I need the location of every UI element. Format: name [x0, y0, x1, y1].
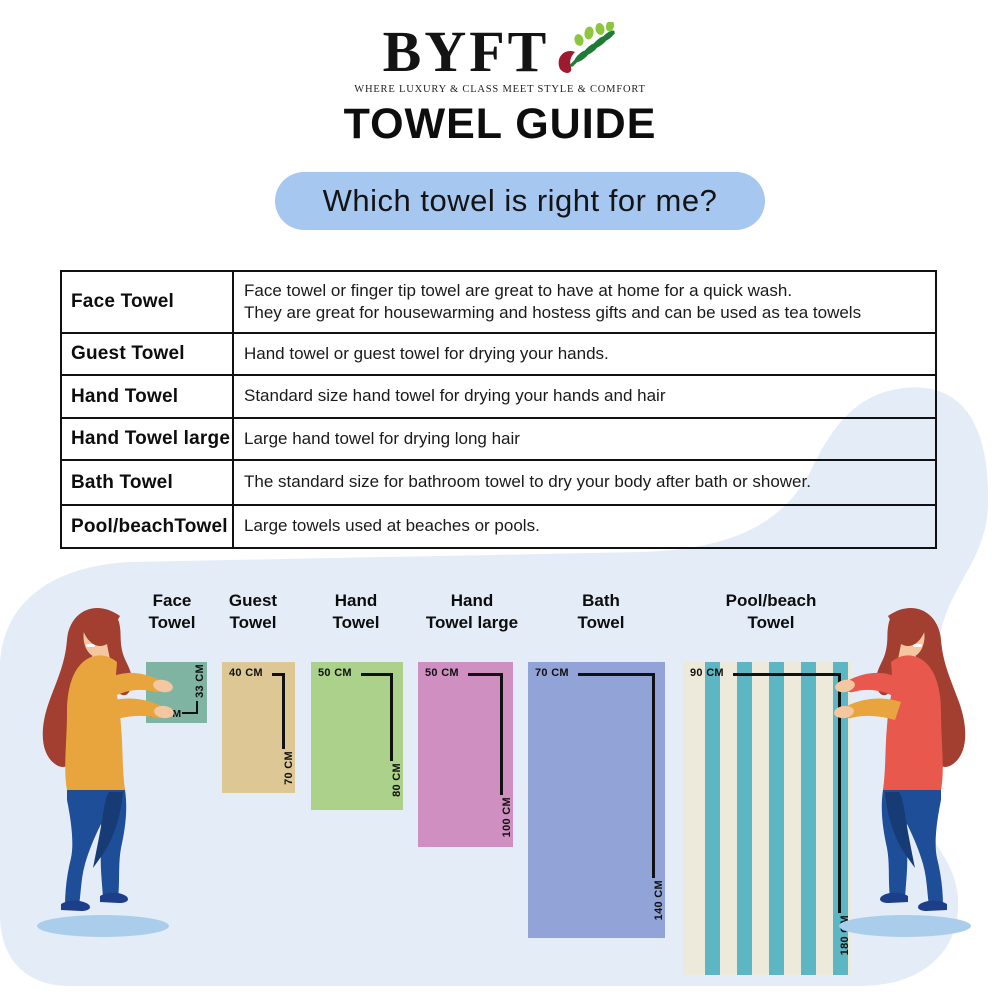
table-row: Hand Towel large Large hand towel for dr…	[62, 417, 935, 459]
brand-logo: BYFT	[0, 22, 1000, 82]
measure-line	[578, 673, 655, 676]
towel-name: Hand Towel large	[62, 419, 234, 459]
measure-line	[733, 673, 841, 676]
woman-illustration-right	[834, 607, 971, 937]
towel-description: Large towels used at beaches or pools.	[244, 516, 540, 536]
measure-line	[838, 673, 841, 913]
brand-tagline: WHERE LUXURY & CLASS MEET STYLE & COMFOR…	[354, 84, 646, 95]
measure-line	[272, 673, 285, 676]
height-measure: 140 CM	[653, 880, 665, 921]
towel-description: Hand towel or guest towel for drying you…	[244, 343, 609, 363]
table-row: Guest Towel Hand towel or guest towel fo…	[62, 332, 935, 374]
measure-tick	[196, 701, 198, 714]
towel-description: Large hand towel for drying long hair	[244, 428, 520, 448]
towel-name: Pool/beachTowel	[62, 506, 234, 547]
size-label-hand: Hand Towel	[332, 591, 380, 633]
towel-name: Hand Towel	[62, 376, 234, 417]
size-label-face: Face Towel	[148, 591, 196, 633]
size-label-pool: Pool/beach Towel	[725, 591, 817, 633]
width-measure: 90 CM	[690, 667, 724, 679]
towel-swatch-hand-large: 50 CM 100 CM	[418, 662, 513, 847]
towel-swatch-bath: 70 CM 140 CM	[528, 662, 665, 938]
measure-line	[468, 673, 503, 676]
measure-line	[182, 712, 197, 714]
question-text: Which towel is right for me?	[322, 183, 718, 218]
height-measure: 70 CM	[283, 751, 295, 785]
towel-guide-table: Face Towel Face towel or finger tip towe…	[60, 270, 937, 549]
width-measure: 50 CM	[425, 667, 459, 679]
towel-swatch-pool-beach: 90 CM 180 CM	[683, 662, 851, 975]
towel-description: The standard size for bathroom towel to …	[244, 472, 811, 492]
woman-illustration-left	[37, 607, 174, 937]
measure-line	[282, 673, 285, 749]
size-label-hand-large: Hand Towel large	[425, 591, 519, 633]
measure-line	[500, 673, 503, 795]
width-measure: 50 CM	[318, 667, 352, 679]
towel-description: Standard size hand towel for drying your…	[244, 386, 666, 406]
towel-name: Guest Towel	[62, 334, 234, 374]
towel-name: Face Towel	[62, 272, 234, 332]
measure-line	[361, 673, 393, 676]
size-label-guest: Guest Towel	[228, 591, 278, 633]
towel-name: Bath Towel	[62, 461, 234, 504]
table-row: Bath Towel The standard size for bathroo…	[62, 459, 935, 504]
table-row: Face Towel Face towel or finger tip towe…	[62, 272, 935, 332]
towel-swatch-guest: 40 CM 70 CM	[222, 662, 295, 793]
size-label-bath: Bath Towel	[577, 591, 625, 633]
table-row: Pool/beachTowel Large towels used at bea…	[62, 504, 935, 547]
measure-line	[652, 673, 655, 878]
brand-name: BYFT	[382, 19, 550, 84]
measure-line	[390, 673, 393, 761]
leaf-branch-icon	[559, 22, 616, 73]
height-measure: 33 CM	[194, 664, 206, 698]
height-measure: 80 CM	[391, 763, 403, 797]
page-title: TOWEL GUIDE	[343, 100, 657, 148]
width-measure: 40 CM	[229, 667, 263, 679]
table-row: Hand Towel Standard size hand towel for …	[62, 374, 935, 417]
height-measure: 100 CM	[501, 797, 513, 838]
towel-description: Face towel or finger tip towel are great…	[244, 280, 862, 322]
towel-swatch-hand: 50 CM 80 CM	[311, 662, 403, 810]
question-banner: Which towel is right for me?	[275, 172, 765, 230]
width-measure: 70 CM	[535, 667, 569, 679]
